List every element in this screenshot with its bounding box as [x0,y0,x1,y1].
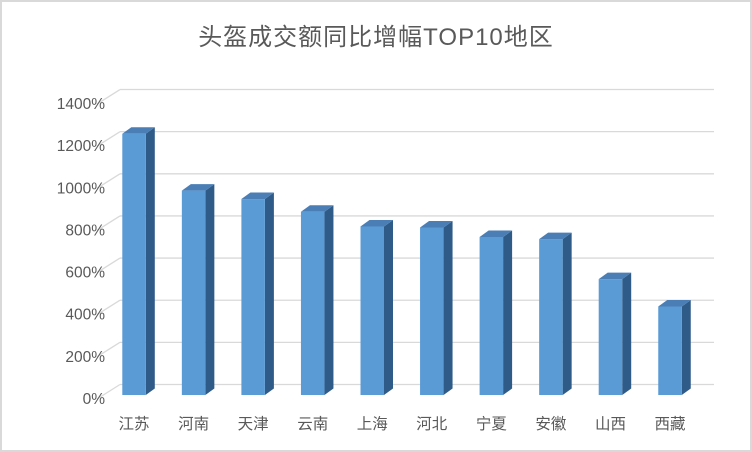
bar-top-face [479,230,513,237]
axis-tick-connector [96,215,121,231]
bar-front-face [658,306,682,395]
y-axis-tick-label: 800% [65,222,105,239]
bar-side-face [324,205,334,395]
y-axis-tick-label: 1000% [57,180,105,197]
x-axis-category-label: 江苏 [119,415,150,433]
bar-side-face [384,219,393,395]
x-axis-category-label: 宁夏 [476,415,508,433]
bar-top-face [300,205,334,212]
bar-side-face [443,220,453,395]
x-axis-category-label: 山西 [595,415,626,433]
axis-tick-connector [96,299,121,316]
y-axis-tick-label: 1400% [57,96,105,113]
bar-1 [122,127,155,396]
bar-front-face [479,236,504,395]
x-axis-category-label: 云南 [297,415,328,433]
bar-7 [479,230,513,395]
axis-tick-connector [96,257,121,274]
bar-5 [360,219,393,395]
axis-tick-connector [96,383,121,400]
chart-title: 头盔成交额同比增幅TOP10地区 [198,24,554,51]
bar-side-face [205,184,215,395]
bar-side-face [681,300,691,395]
bar-top-face [539,232,572,240]
bar-front-face [122,133,146,395]
x-axis-category-label: 天津 [238,415,269,433]
bar-front-face [241,199,265,395]
gridlines: 0% 200% 400% 600% 800% 1000% 1200% 1400% [57,88,714,408]
bar-2 [181,184,215,395]
axis-tick-connector [96,131,121,147]
bar-top-face [241,192,274,200]
bar-top-face [360,219,393,227]
bar-top-face [122,127,155,134]
y-axis-tick-label: 600% [65,265,105,282]
bar-front-face [360,226,384,395]
bar-side-face [622,272,632,395]
axis-tick-connector [96,341,121,358]
x-axis-category-label: 河南 [178,415,209,433]
x-axis-category-label: 上海 [357,415,388,433]
bar-8 [539,232,572,395]
y-axis-tick-label: 400% [65,307,105,324]
axis-tick-connector [96,88,121,105]
y-axis-tick-label: 1200% [57,138,105,155]
bar-6 [420,220,453,395]
bar-3 [241,192,274,395]
bar-front-face [420,227,444,395]
x-axis-category-label: 安徽 [535,415,567,433]
x-axis-category-label: 河北 [416,415,448,433]
bar-4 [300,205,334,395]
bar-top-face [420,220,453,228]
bar-top-face [598,272,632,280]
bar-side-face [562,232,572,395]
bar-front-face [598,279,623,395]
bar-side-face [503,230,513,395]
bar-side-face [264,192,274,395]
x-axis-category-label: 西藏 [654,415,685,433]
axis-tick-connector [96,173,121,189]
bar-front-face [539,239,563,395]
bar-9 [598,272,632,395]
bar-top-face [181,184,215,191]
bar-top-face [658,300,691,307]
y-axis-tick-label: 200% [65,349,105,366]
bar-front-face [181,190,206,395]
bar-side-face [145,127,155,396]
y-axis-tick-label: 0% [83,391,106,408]
bar-front-face [300,211,325,395]
bar-10 [658,300,691,395]
